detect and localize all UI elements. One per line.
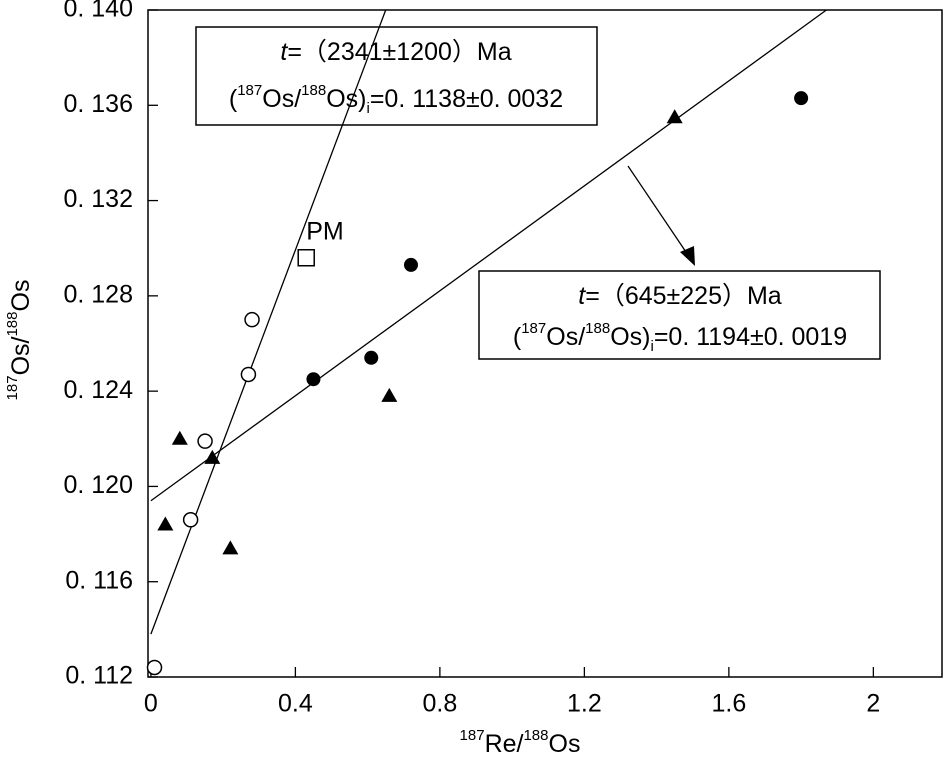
ratio-part: Os/	[546, 323, 585, 351]
superscript: 188	[523, 727, 548, 744]
point	[146, 659, 163, 676]
ratio-part: (	[229, 85, 238, 113]
ratio-part: =0. 1138±0. 0032	[370, 85, 563, 113]
age-value: =（2341±1200）Ma	[287, 38, 511, 66]
point	[244, 311, 260, 328]
ratio-part: i	[366, 100, 369, 117]
axis-label: 187Re/188Os	[460, 727, 581, 758]
y-tick-label: 0. 132	[63, 185, 133, 213]
ratio-part: 188	[301, 82, 326, 99]
ratio-part: 187	[237, 82, 262, 99]
x-tick-label: 1.6	[711, 690, 746, 718]
point	[157, 516, 174, 531]
ratio-part: 187	[521, 320, 546, 337]
point	[306, 372, 321, 387]
y-tick-label: 0. 112	[65, 662, 133, 690]
annotation-age: t=（2341±1200）Ma	[280, 38, 511, 66]
annotation-age: t=（645±225）Ma	[578, 282, 782, 310]
ratio-part: i	[650, 338, 653, 355]
point	[403, 257, 418, 272]
y-tick-label: 0. 128	[63, 280, 133, 308]
point	[794, 91, 809, 106]
superscript: 188	[4, 311, 21, 336]
plot-frame	[147, 9, 943, 678]
x-tick-label: 0.4	[278, 690, 313, 718]
axis-label: 187Os/188Os	[4, 280, 35, 401]
y-tick-label: 0. 136	[63, 90, 133, 118]
point	[381, 387, 398, 402]
annotation-ratio: (187Os/188Os)i=0. 1138±0. 0032	[229, 82, 563, 117]
age-value: =（645±225）Ma	[585, 282, 782, 310]
age-symbol: t	[578, 282, 586, 310]
point	[204, 449, 221, 464]
isochron-line	[150, 9, 827, 502]
point	[364, 350, 379, 365]
isochron-line	[150, 9, 387, 635]
arrow-head	[680, 246, 695, 266]
ratio-part: Os)	[326, 85, 366, 113]
x-tick-label: 0.8	[422, 690, 457, 718]
point	[222, 540, 239, 555]
label-part: Os	[549, 730, 581, 758]
x-tick-label: 0	[144, 690, 158, 718]
ratio-part: Os/	[262, 85, 301, 113]
label-part: Os/	[7, 336, 35, 375]
superscript: 187	[460, 727, 485, 744]
ratio-part: Os)	[610, 323, 650, 351]
point	[297, 248, 315, 267]
point	[240, 366, 257, 383]
annotation-box	[195, 26, 598, 126]
point	[171, 430, 188, 445]
y-tick-label: 0. 120	[63, 471, 133, 499]
superscript: 187	[4, 375, 21, 400]
x-tick-label: 1.2	[567, 690, 602, 718]
annotation-ratio: (187Os/188Os)i=0. 1194±0. 0019	[513, 320, 847, 355]
ratio-part: 188	[585, 320, 610, 337]
x-tick-label: 2	[866, 690, 880, 718]
arrow-line	[627, 165, 689, 256]
point	[182, 512, 199, 528]
annotation-box	[478, 270, 881, 360]
ratio-part: =0. 1194±0. 0019	[654, 323, 847, 351]
label-part: Os	[7, 280, 35, 312]
point-label: PM	[306, 217, 344, 245]
ratio-part: (	[513, 323, 522, 351]
point	[666, 109, 683, 124]
y-tick-label: 0. 124	[63, 376, 133, 404]
age-symbol: t	[280, 38, 288, 66]
y-tick-label: 0. 140	[63, 0, 133, 23]
point	[197, 433, 213, 449]
y-tick-label: 0. 116	[65, 566, 133, 594]
label-part: Re/	[485, 730, 524, 758]
